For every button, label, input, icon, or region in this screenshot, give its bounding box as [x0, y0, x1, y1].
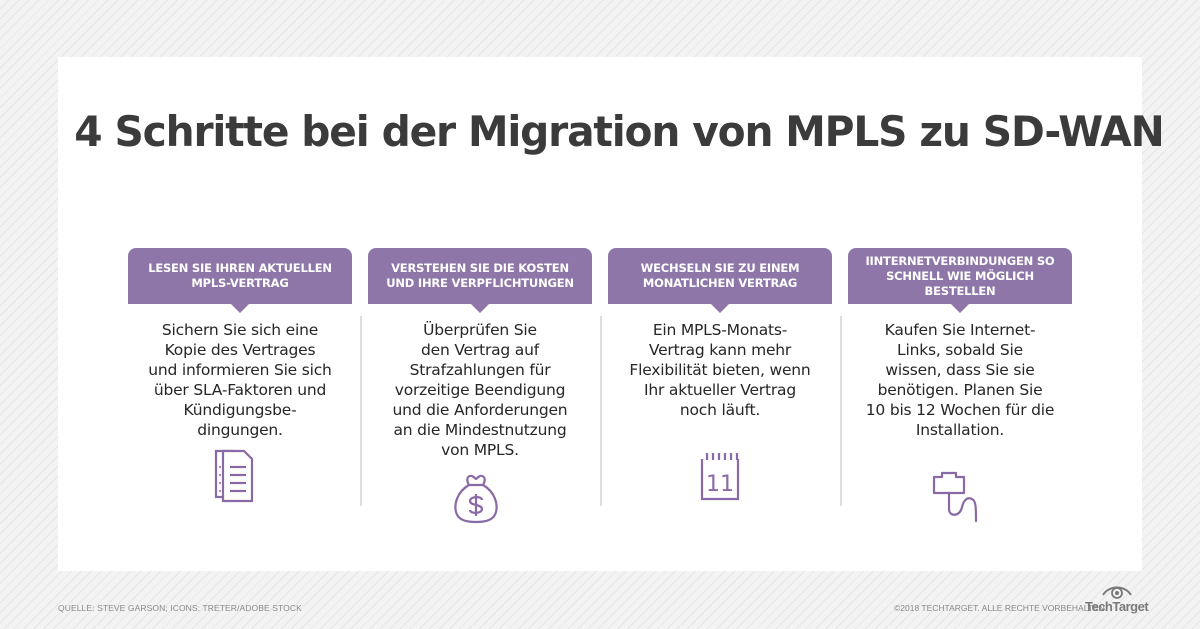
copyright: ©2018 TECHTARGET. ALLE RECHTE VORBEHALTE…: [894, 603, 1108, 613]
step-2: VERSTEHEN SIE DIE KOSTEN UND IHRE VERPFL…: [368, 248, 592, 578]
calendar-day: 11: [706, 472, 734, 497]
step-2-header-text: VERSTEHEN SIE DIE KOSTEN UND IHRE VERPFL…: [386, 261, 574, 290]
money-bag-icon: [454, 474, 498, 524]
step-4-header-text: IINTERNETVERBINDUNGEN SO SCHNELL WIE MÖG…: [865, 253, 1055, 298]
step-1-body: Sichern Sie sich eine Kopie des Vertrage…: [148, 321, 332, 439]
eye-logo-icon: [1102, 586, 1132, 599]
infographic-card: 4 Schritte bei der Migration von MPLS zu…: [58, 57, 1165, 571]
column-divider: [600, 316, 602, 506]
techtarget-logo: TechTarget: [1085, 583, 1149, 619]
step-3-header-text: WECHSELN SIE ZU EINEM MONATLICHEN VERTRA…: [640, 261, 800, 290]
step-1-header-text: LESEN SIE IHREN AKTUELLEN MPLS-VERTRAG: [148, 261, 332, 290]
step-4-body: Kaufen Sie Internet- Links, sobald Sie w…: [865, 321, 1055, 439]
calendar-icon: 11: [700, 453, 740, 501]
logo-text: TechTarget: [1085, 599, 1149, 614]
step-2-header: VERSTEHEN SIE DIE KOSTEN UND IHRE VERPFL…: [368, 248, 592, 313]
step-3-header: WECHSELN SIE ZU EINEM MONATLICHEN VERTRA…: [608, 248, 832, 313]
step-2-body: Überprüfen Sie den Vertrag auf Strafzahl…: [392, 321, 568, 459]
source-credit: QUELLE: STEVE GARSON; ICONS: TRETER/ADOB…: [58, 603, 302, 613]
step-4: IINTERNETVERBINDUNGEN SO SCHNELL WIE MÖG…: [848, 248, 1072, 578]
column-divider: [360, 316, 362, 506]
step-4-header: IINTERNETVERBINDUNGEN SO SCHNELL WIE MÖG…: [848, 248, 1072, 313]
step-1: LESEN SIE IHREN AKTUELLEN MPLS-VERTRAG S…: [128, 248, 352, 578]
ethernet-cable-icon: [932, 471, 978, 523]
step-3: WECHSELN SIE ZU EINEM MONATLICHEN VERTRA…: [608, 248, 832, 578]
documents-icon: [214, 449, 254, 503]
column-divider: [840, 316, 842, 506]
step-1-header: LESEN SIE IHREN AKTUELLEN MPLS-VERTRAG: [128, 248, 352, 313]
page-title: 4 Schritte bei der Migration von MPLS zu…: [74, 107, 1164, 156]
step-3-body: Ein MPLS-Monats- Vertrag kann mehr Flexi…: [629, 321, 811, 419]
